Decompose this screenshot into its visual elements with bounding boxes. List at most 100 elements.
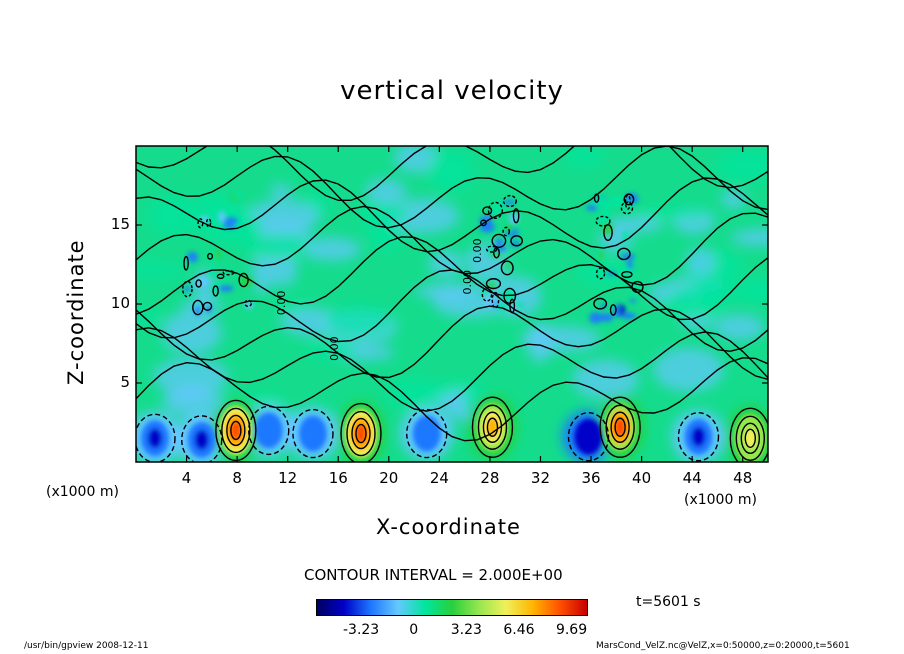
field-patch	[634, 206, 710, 220]
time-label: t=5601 s	[636, 594, 701, 610]
turbulence-cell	[202, 194, 209, 206]
x-tick-label: 28	[480, 469, 500, 487]
x-tick-label: 44	[682, 469, 702, 487]
contour-line	[620, 201, 634, 215]
updraft-contour	[744, 428, 757, 448]
contour-line	[183, 255, 189, 271]
turbulence-cell	[187, 251, 198, 263]
contour-line	[192, 299, 204, 316]
x-tick-label: 8	[232, 469, 242, 487]
field-patch	[270, 184, 293, 199]
colorbar-label: 6.46	[503, 622, 535, 638]
field-patch	[245, 200, 321, 232]
field-patch	[527, 322, 553, 363]
contour-line	[238, 272, 249, 288]
updraft-contour	[614, 417, 626, 437]
field-patch	[577, 260, 634, 286]
turbulence-cell	[183, 286, 192, 292]
field-patch	[715, 149, 768, 182]
field-patch	[465, 243, 510, 282]
updraft-contour	[230, 420, 242, 441]
contour-line	[593, 297, 608, 310]
turbulence-cell	[597, 211, 609, 225]
updraft-contour	[340, 402, 382, 462]
updraft-contour	[605, 404, 635, 450]
x-tick-label: 16	[328, 469, 348, 487]
contour-line	[487, 201, 503, 219]
field-patch	[564, 146, 605, 168]
updraft-contour	[486, 417, 499, 437]
contour-line	[510, 235, 524, 247]
colorbar-label: 9.69	[555, 622, 588, 638]
turbulence-cell	[494, 238, 505, 244]
x-axis-label: X-coordinate	[376, 515, 521, 539]
downdraft-center	[419, 423, 434, 444]
contour-line	[623, 193, 635, 206]
field-patch	[387, 377, 441, 411]
x-tick-label: 4	[181, 469, 192, 487]
turbulence-cell	[585, 204, 598, 211]
contour-line	[136, 177, 768, 253]
turbulence-cell	[589, 312, 603, 324]
contour-line	[216, 273, 225, 280]
updraft-contour	[355, 423, 367, 444]
contour-line	[621, 270, 633, 279]
downdraft-center	[194, 429, 209, 450]
updraft-contour	[215, 399, 257, 462]
downdraft-contour	[136, 413, 176, 462]
turbulence-cell	[195, 305, 201, 316]
x-tick-label: 24	[429, 469, 449, 487]
field-patch	[365, 178, 407, 205]
contour-line	[493, 247, 500, 259]
downdraft-contour	[292, 408, 334, 459]
field-patch	[572, 359, 639, 399]
contour-line	[502, 226, 511, 237]
updraft-contour	[226, 414, 246, 447]
colorbar	[316, 599, 588, 616]
contour-line	[205, 218, 212, 228]
contour-line	[502, 194, 517, 208]
field-patch	[136, 310, 164, 326]
field-patch	[428, 250, 464, 278]
contour-label: 0.00	[328, 336, 341, 361]
turbulence-cell	[621, 312, 637, 320]
x-tick-label: 40	[632, 469, 652, 487]
contour-label: 0.00	[461, 270, 474, 295]
field-patch	[697, 286, 744, 302]
field-patch	[242, 233, 320, 259]
updraft-core	[486, 417, 499, 438]
contour-line	[624, 194, 631, 210]
turbulence-cell	[504, 262, 511, 269]
turbulence-cell	[609, 195, 624, 208]
field-patch	[153, 358, 229, 395]
turbulence-cell	[240, 275, 253, 287]
turbulence-cell	[593, 195, 607, 207]
updraft-contour	[477, 404, 508, 450]
updraft-core	[744, 428, 757, 449]
x-tick-label: 20	[379, 469, 399, 487]
turbulence-cell	[505, 223, 514, 234]
field-patch	[304, 339, 359, 359]
contour-line	[136, 357, 768, 442]
updraft-core	[229, 420, 242, 441]
chart-title: vertical velocity	[340, 76, 564, 106]
updraft-core	[614, 417, 627, 438]
downdraft-center	[147, 428, 162, 449]
colorbar-label: 3.23	[450, 622, 482, 638]
updraft-contour	[610, 411, 630, 443]
turbulence-cell	[487, 247, 498, 255]
x-unit-right: (x1000 m)	[684, 492, 757, 508]
downdraft-contour	[567, 412, 610, 462]
contour-line	[595, 215, 611, 227]
contour-line	[616, 247, 631, 261]
turbulence-cell	[502, 200, 516, 205]
field-patch	[607, 216, 663, 233]
turbulence-cell	[483, 296, 496, 308]
field-patch	[251, 251, 274, 295]
downdraft-center	[691, 426, 706, 447]
field-patch	[686, 248, 716, 276]
contour-label: 0.00	[275, 291, 288, 316]
turbulence-cell	[492, 202, 505, 217]
x-tick-label: 48	[733, 469, 753, 487]
field-patch	[415, 283, 473, 300]
